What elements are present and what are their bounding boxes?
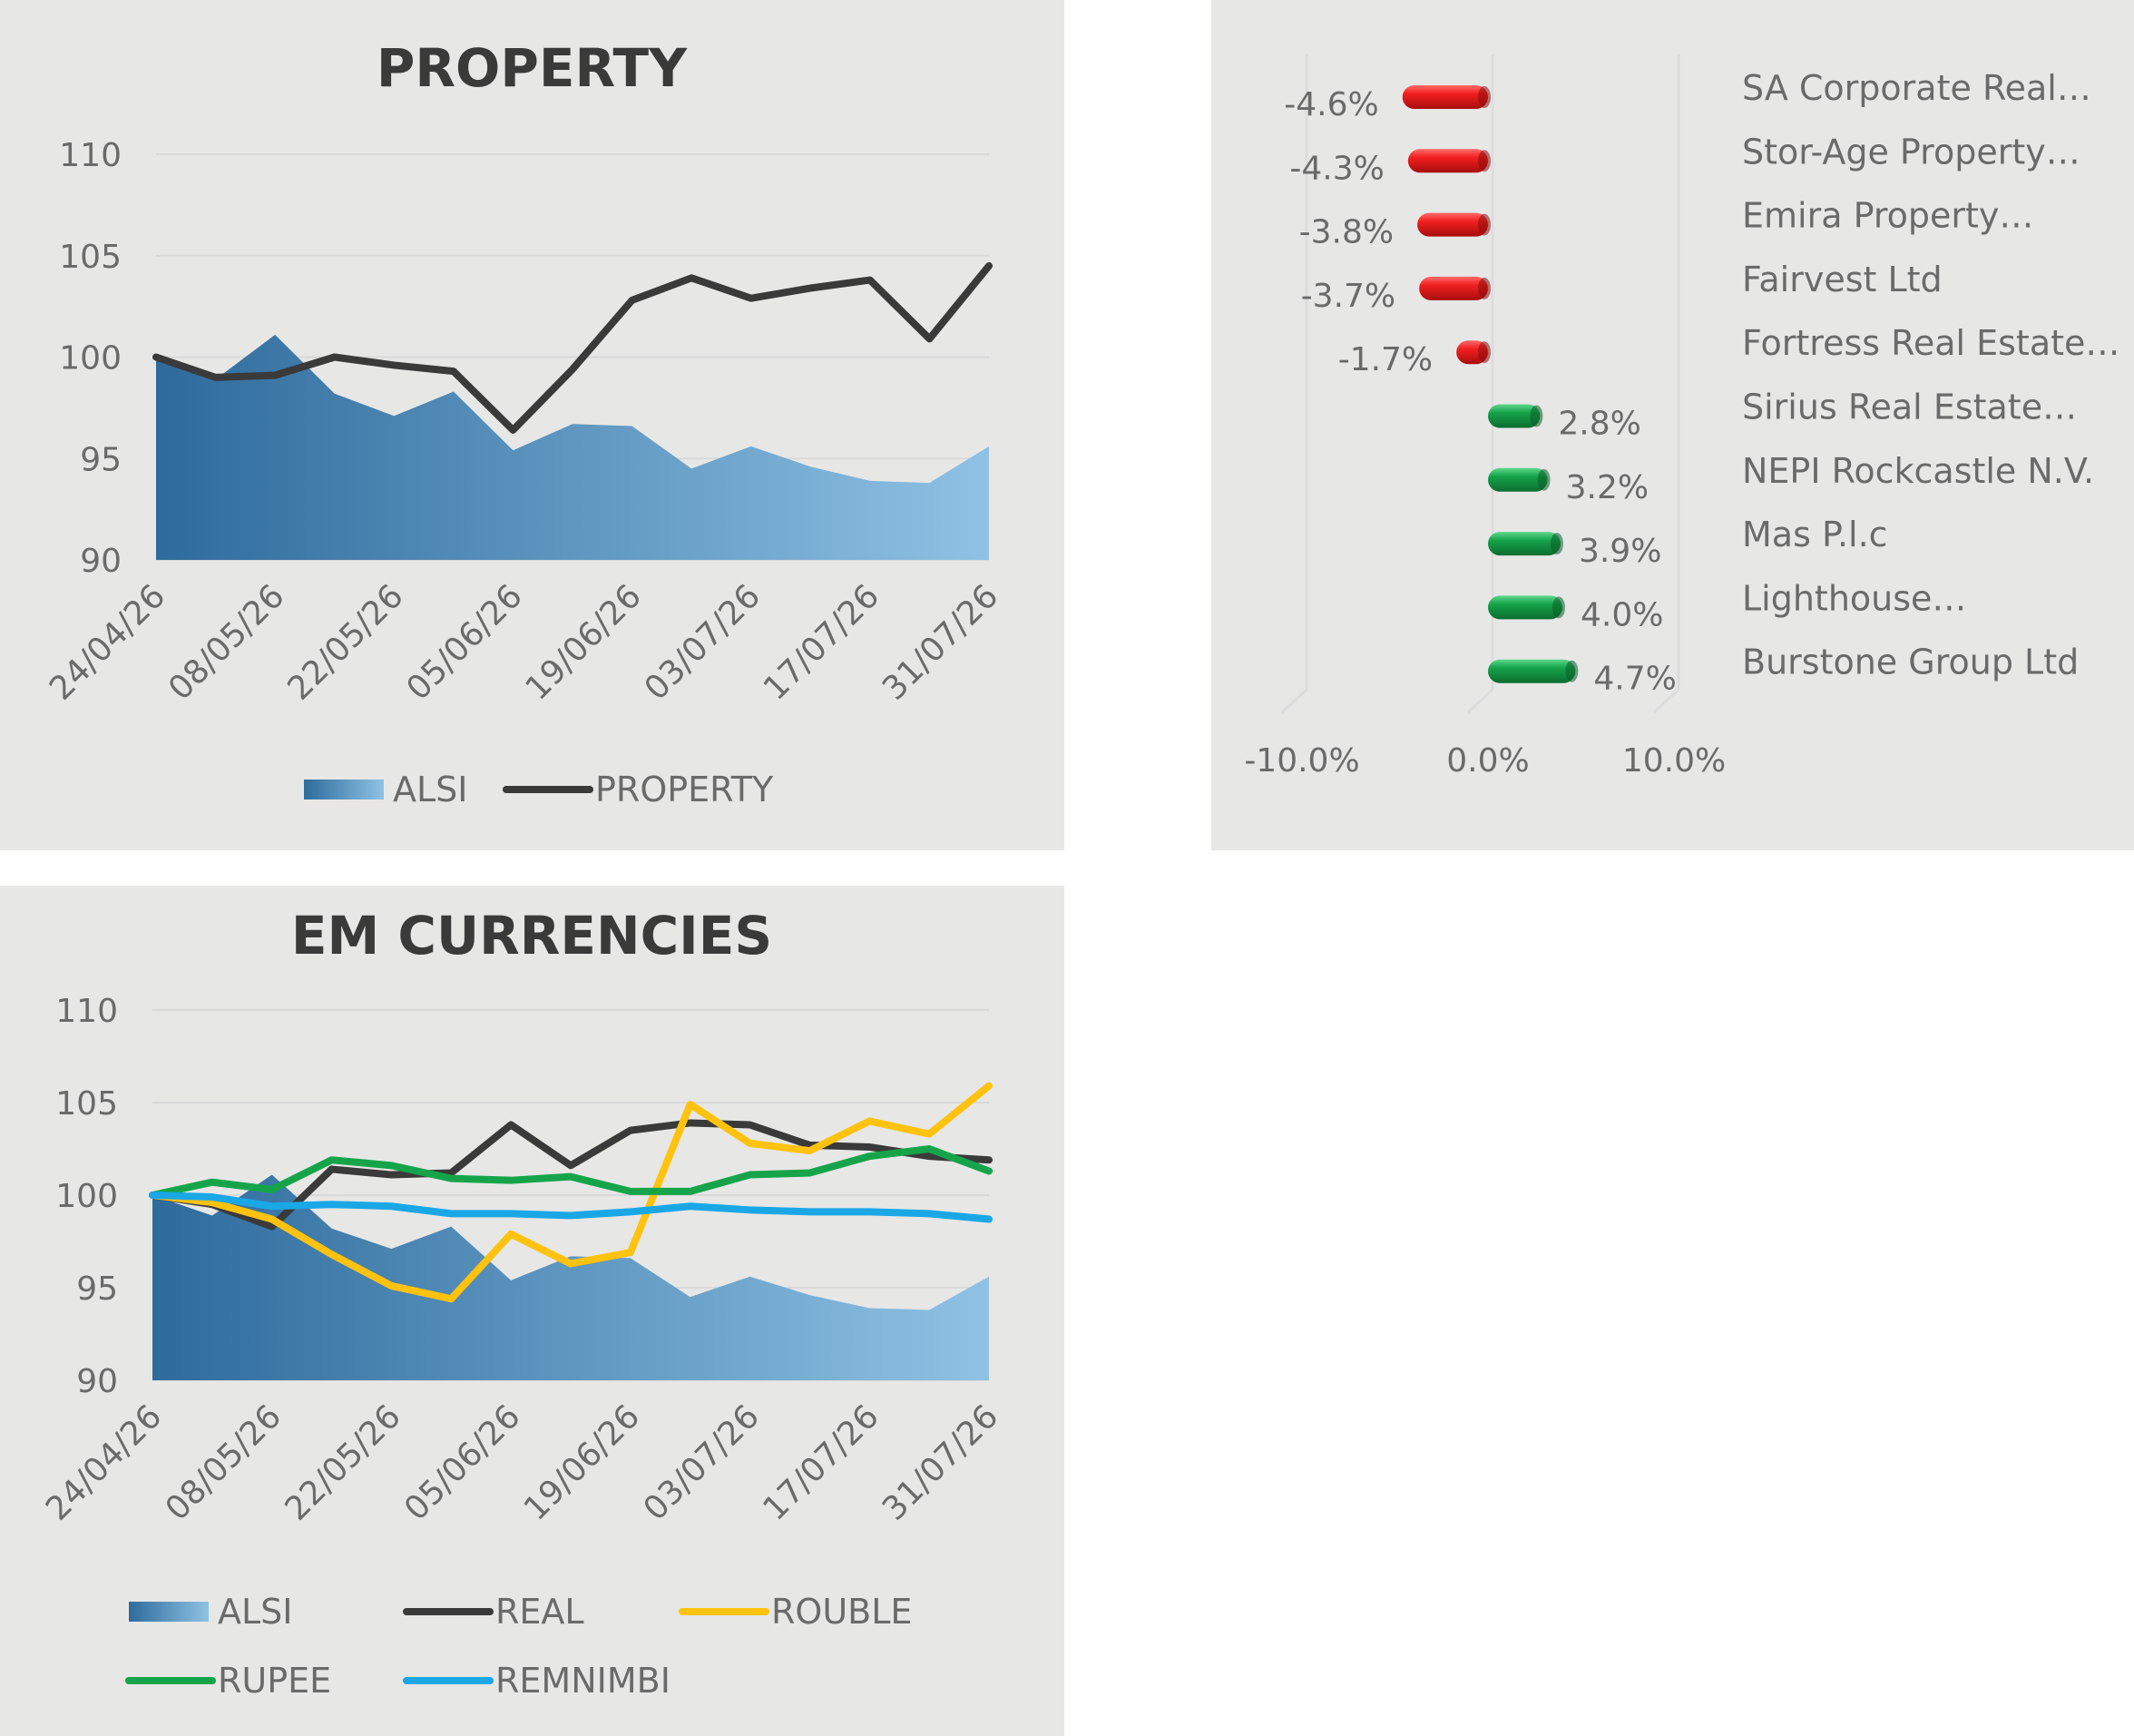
- data-label: -3.7%: [1301, 278, 1395, 315]
- x-tick-label: 0.0%: [1446, 742, 1529, 780]
- legend-label-rupee: RUPEE: [218, 1661, 331, 1701]
- x-tick-label: -10.0%: [1244, 742, 1359, 780]
- category-label: NEPI Rockcastle N.V.: [1742, 451, 2094, 491]
- x-tick-label: 22/05/26: [280, 577, 410, 707]
- gridline: [1280, 688, 1308, 714]
- x-tick-label: 31/07/26: [876, 1398, 1005, 1527]
- category-label: Mas P.l.c: [1742, 515, 1888, 554]
- x-tick-label: 22/05/26: [278, 1398, 407, 1527]
- data-label: -4.6%: [1284, 86, 1378, 123]
- bar: [1456, 340, 1491, 365]
- bar: [1488, 659, 1579, 683]
- data-label: 3.2%: [1566, 469, 1649, 506]
- data-label: 4.7%: [1593, 661, 1676, 698]
- legend-swatch-alsi: [129, 1602, 209, 1622]
- remnimbi-series-line: [149, 1192, 993, 1223]
- legend-swatch-alsi: [304, 780, 384, 799]
- data-label: -3.8%: [1299, 214, 1394, 251]
- bar: [1488, 595, 1565, 620]
- chart-title: EM CURRENCIES: [291, 905, 772, 966]
- category-label: Fortress Real Estate…: [1742, 323, 2119, 363]
- em-currencies-chart: EM CURRENCIES 110 105 100 95 90 24/04/2608/0…: [39, 905, 1005, 1701]
- category-label: Fairvest Ltd: [1742, 260, 1943, 299]
- legend-label-remnimbi: REMNIMBI: [495, 1661, 671, 1701]
- bar: [1488, 532, 1563, 556]
- category-label: Sirius Real Estate…: [1742, 387, 2077, 427]
- property-movers-chart: -4.6% -4.3% -3.8% -3.7% -1.7% 2.8% 3.2% 3.9% 4.0…: [1244, 54, 2119, 780]
- y-tick-label: 110: [55, 993, 118, 1030]
- category-label: Emira Property…: [1742, 196, 2033, 236]
- property-series-line: [152, 261, 993, 434]
- x-tick-label: 19/06/26: [519, 577, 649, 707]
- y-tick-label: 100: [59, 340, 122, 378]
- y-tick-label: 95: [76, 1270, 118, 1308]
- y-tick-label: 100: [55, 1178, 118, 1215]
- property-chart: PROPERTY 110 105 100 95 90 24/04/2608/05/262…: [43, 37, 1005, 809]
- data-label: 3.9%: [1579, 533, 1661, 570]
- legend-label-property: PROPERTY: [595, 770, 774, 809]
- y-tick-label: 110: [59, 137, 122, 174]
- y-tick-label: 105: [59, 239, 122, 276]
- y-tick-label: 90: [76, 1363, 118, 1400]
- data-label: -4.3%: [1289, 150, 1384, 187]
- bar: [1488, 467, 1551, 492]
- alsi-area: [152, 1174, 989, 1380]
- category-label: Stor-Age Property…: [1742, 132, 2080, 172]
- legend-label-real: REAL: [495, 1592, 584, 1632]
- gridline: [1652, 688, 1680, 714]
- legend-label-alsi: ALSI: [218, 1592, 293, 1632]
- alsi-area: [156, 334, 989, 560]
- x-tick-label: 17/07/26: [756, 1398, 886, 1527]
- rouble-series-line: [149, 1082, 993, 1303]
- data-label: 4.0%: [1581, 596, 1663, 633]
- property-chart-panel: PROPERTY 110 105 100 95 90 24/04/26 08/05/26 2…: [0, 0, 1064, 850]
- bar: [1407, 149, 1491, 173]
- x-tick-label: 24/04/26: [43, 577, 172, 707]
- data-label: -1.7%: [1338, 341, 1433, 378]
- legend-label-rouble: ROUBLE: [771, 1592, 912, 1632]
- bar: [1488, 404, 1543, 428]
- property-movers-chart-panel: -4.6% -4.3% -3.8% -3.7% -1.7% 2.8% 3.2% 3.9% 4.0…: [1211, 0, 2134, 850]
- x-tick-label: 31/07/26: [876, 577, 1005, 707]
- em-currencies-chart-panel: EM CURRENCIES 110 105 100 95 90 24/04/26 08/0…: [0, 886, 1064, 1736]
- x-tick-label: 05/06/26: [399, 577, 529, 707]
- x-tick-label: 05/06/26: [397, 1398, 527, 1527]
- x-tick-label: 03/07/26: [637, 1398, 767, 1527]
- gridline: [1466, 688, 1494, 714]
- bar: [1417, 212, 1491, 237]
- bar: [1402, 85, 1491, 109]
- x-tick-label: 10.0%: [1622, 742, 1726, 780]
- x-tick-label: 24/04/26: [39, 1398, 169, 1527]
- x-tick-label: 03/07/26: [638, 577, 768, 707]
- y-tick-label: 90: [80, 543, 122, 580]
- chart-title: PROPERTY: [377, 37, 688, 99]
- x-tick-label: 08/05/26: [162, 577, 291, 707]
- x-tick-label: 19/06/26: [517, 1398, 647, 1527]
- x-tick-label: 17/07/26: [757, 577, 886, 707]
- legend-label-alsi: ALSI: [393, 770, 468, 809]
- category-label: Lighthouse…: [1742, 578, 1966, 618]
- bar: [1419, 276, 1491, 300]
- data-label: 2.8%: [1558, 406, 1640, 443]
- rupee-series-line: [149, 1145, 993, 1199]
- category-label: SA Corporate Real…: [1742, 68, 2091, 108]
- y-tick-label: 105: [55, 1085, 118, 1123]
- x-tick-label: 08/05/26: [159, 1398, 289, 1527]
- category-label: Burstone Group Ltd: [1742, 642, 2079, 682]
- y-tick-label: 95: [80, 441, 122, 478]
